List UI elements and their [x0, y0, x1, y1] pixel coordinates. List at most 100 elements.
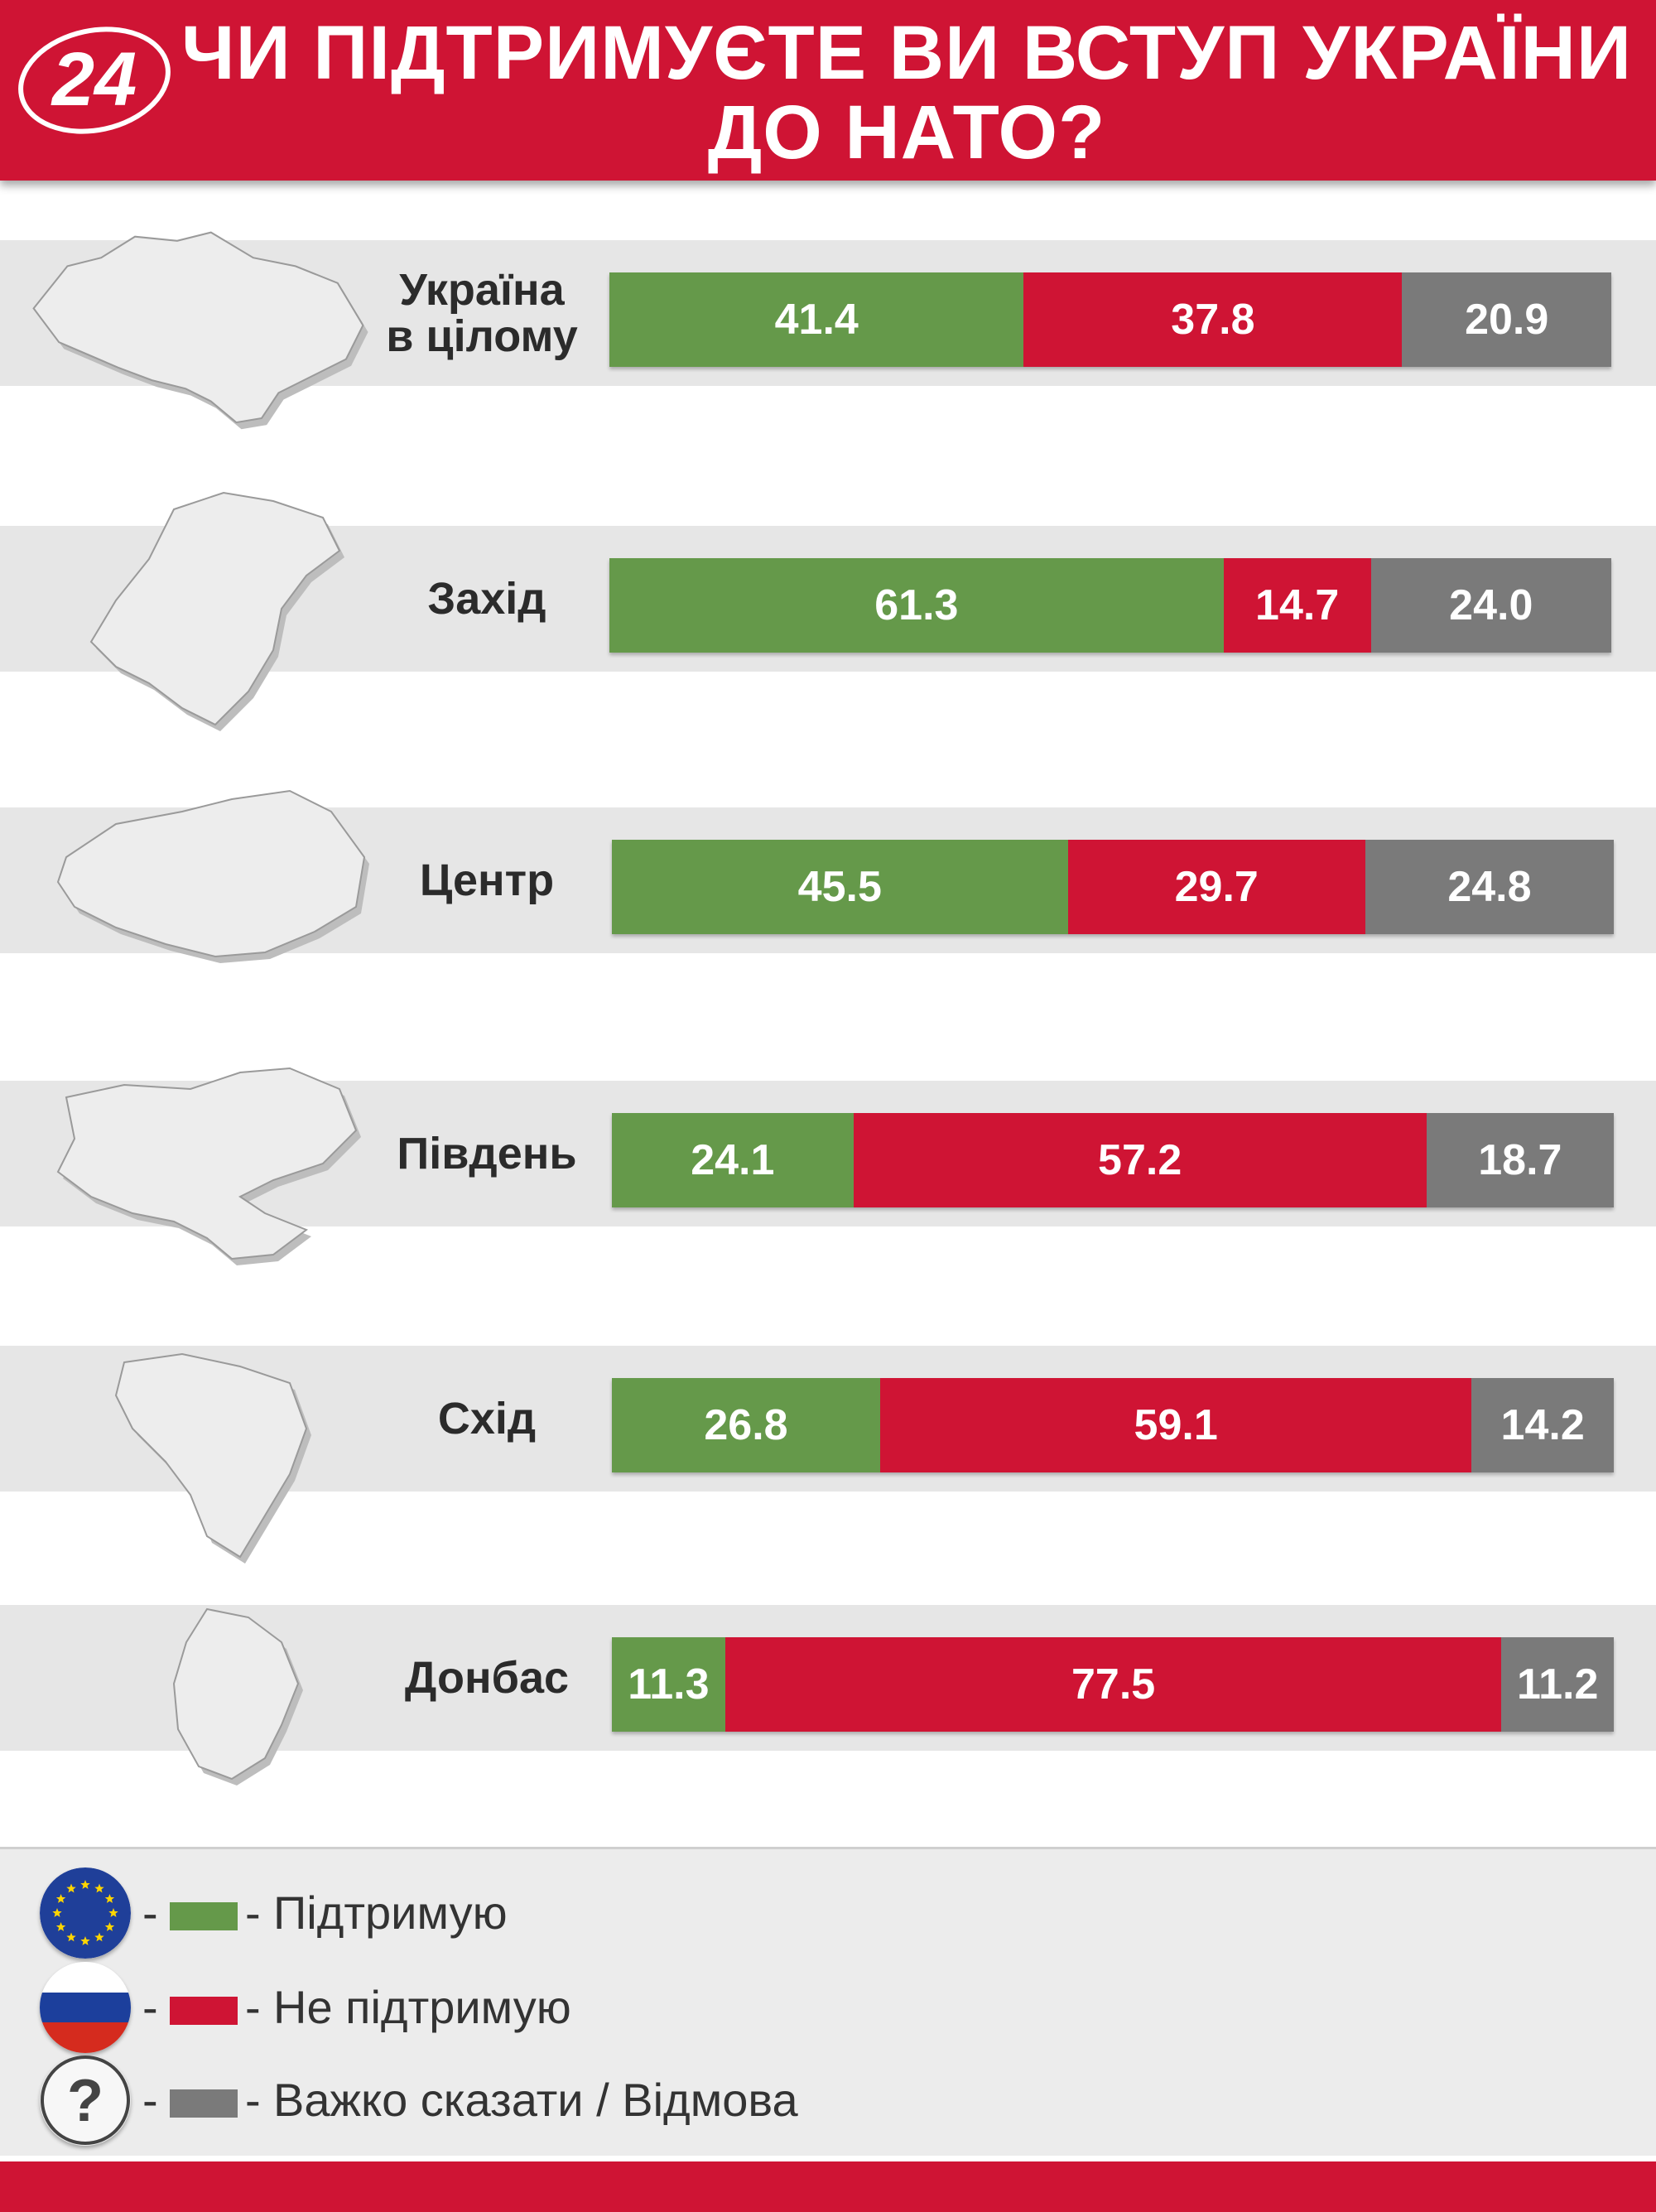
region-map-icon: [56, 1067, 361, 1265]
legend-item-support: - - Підтримую: [33, 1867, 1192, 1967]
stacked-bar: 24.1 57.2 18.7: [612, 1113, 1614, 1207]
bar-segment-undecided: 14.2: [1471, 1378, 1614, 1472]
bar-segment-oppose: 77.5: [724, 1637, 1502, 1732]
legend-item-undecided: ? - - Важко сказати / Відмова: [33, 2055, 1192, 2154]
data-label: 77.5: [1071, 1660, 1156, 1708]
category-label: Захід: [346, 576, 628, 622]
legend-dash: -: [142, 1981, 158, 2033]
data-label: 45.5: [797, 863, 882, 911]
bar-segment-support: 24.1: [612, 1113, 854, 1207]
legend-dash: -: [245, 1887, 261, 1939]
data-label: 37.8: [1171, 296, 1255, 344]
bar-segment-oppose: 37.8: [1023, 272, 1403, 367]
bar-segment-undecided: 11.2: [1501, 1637, 1614, 1732]
eu-flag-icon: [40, 1867, 131, 1959]
region-map-icon: [89, 491, 344, 731]
category-label: Донбас: [346, 1655, 628, 1701]
data-label: 11.3: [628, 1660, 710, 1708]
legend-dash: -: [245, 2074, 261, 2126]
category-label: Схід: [346, 1395, 628, 1442]
stacked-bar: 11.3 77.5 11.2: [612, 1637, 1614, 1732]
bar-segment-oppose: 59.1: [879, 1378, 1472, 1472]
category-label-line: Україна: [399, 265, 565, 315]
eu-star: [108, 1908, 118, 1917]
bar-segment-oppose: 57.2: [853, 1113, 1427, 1207]
bar-segment-oppose: 14.7: [1223, 558, 1371, 653]
legend-swatch-undecided: [170, 2089, 238, 2118]
legend-label-undecided: Важко сказати / Відмова: [273, 2074, 798, 2126]
legend-item-oppose: - - Не підтримую: [33, 1962, 1192, 2061]
bar-segment-support: 41.4: [609, 272, 1024, 367]
category-label-line: Схід: [437, 1394, 537, 1443]
category-label-line: Донбас: [404, 1653, 570, 1703]
russia-flag-icon: [40, 1962, 131, 2053]
region-map-icon: [114, 1352, 311, 1564]
data-label: 14.7: [1255, 581, 1340, 629]
legend-swatch-support: [170, 1902, 238, 1930]
category-label-line: Захід: [427, 574, 546, 624]
eu-star: [55, 1894, 66, 1903]
eu-star: [94, 1932, 104, 1942]
question-icon: ?: [41, 2055, 130, 2145]
data-label: 24.1: [691, 1136, 775, 1184]
eu-star: [104, 1922, 115, 1931]
data-label: 24.0: [1449, 581, 1533, 629]
data-label: 14.2: [1500, 1401, 1585, 1449]
data-label: 11.2: [1517, 1660, 1599, 1708]
category-label-line: Центр: [419, 855, 555, 905]
eu-star: [104, 1894, 115, 1903]
data-label: 61.3: [874, 581, 959, 629]
bar-segment-undecided: 18.7: [1426, 1113, 1614, 1207]
title-line-2: до НАТО?: [707, 90, 1106, 175]
bar-segment-oppose: 29.7: [1067, 840, 1365, 934]
eu-star: [52, 1908, 62, 1917]
data-label: 57.2: [1098, 1136, 1182, 1184]
bar-segment-undecided: 20.9: [1402, 272, 1611, 367]
legend-dash: -: [142, 2074, 158, 2126]
data-label: 24.8: [1447, 863, 1532, 911]
channel-24-logo: 24: [18, 27, 171, 134]
bar-segment-support: 61.3: [609, 558, 1224, 653]
legend: - - Підтримую - - Не підтримую ? - - Важ…: [0, 1847, 1656, 2156]
category-label-line: в цілому: [386, 311, 578, 361]
category-label: Південь: [346, 1130, 628, 1177]
eu-star: [66, 1883, 76, 1893]
logo-text: 24: [51, 37, 137, 122]
bar-segment-support: 26.8: [612, 1378, 880, 1472]
header-banner: 24 Чи підтримуєте ви вступ України до НА…: [0, 0, 1656, 181]
legend-dash: -: [245, 1981, 261, 2033]
data-label: 29.7: [1174, 863, 1259, 911]
eu-star: [66, 1932, 76, 1942]
region-map-icon: [56, 789, 369, 963]
legend-swatch-oppose: [170, 1997, 238, 2025]
region-map-icon: [172, 1607, 303, 1786]
eu-star: [94, 1883, 104, 1893]
bar-segment-support: 11.3: [612, 1637, 725, 1732]
stacked-bar: 61.3 14.7 24.0: [609, 558, 1611, 653]
data-label: 41.4: [774, 296, 859, 344]
stacked-bar: 41.4 37.8 20.9: [609, 272, 1611, 367]
data-label: 18.7: [1478, 1136, 1562, 1184]
data-label: 26.8: [704, 1401, 788, 1449]
question-mark: ?: [67, 2068, 104, 2134]
stacked-bar: 26.8 59.1 14.2: [612, 1378, 1614, 1472]
footer-bar: [0, 2161, 1656, 2212]
eu-star: [80, 1880, 90, 1889]
data-label: 20.9: [1465, 296, 1549, 344]
page-title: Чи підтримуєте ви вступ України до НАТО?: [174, 13, 1639, 172]
data-label: 59.1: [1134, 1401, 1218, 1449]
title-line-1: Чи підтримуєте ви вступ України: [181, 11, 1633, 95]
category-label-line: Південь: [397, 1129, 577, 1178]
stacked-bar: 45.5 29.7 24.8: [612, 840, 1614, 934]
category-label: Україна в цілому: [341, 267, 623, 359]
legend-label-oppose: Не підтримую: [273, 1981, 571, 2033]
legend-label-support: Підтримую: [273, 1887, 508, 1939]
region-map-icon: [32, 231, 368, 430]
bar-segment-undecided: 24.8: [1365, 840, 1614, 934]
eu-star: [80, 1936, 90, 1945]
eu-star: [55, 1922, 66, 1931]
bar-segment-undecided: 24.0: [1370, 558, 1611, 653]
category-label: Центр: [346, 857, 628, 904]
bar-segment-support: 45.5: [612, 840, 1068, 934]
legend-dash: -: [142, 1887, 158, 1939]
